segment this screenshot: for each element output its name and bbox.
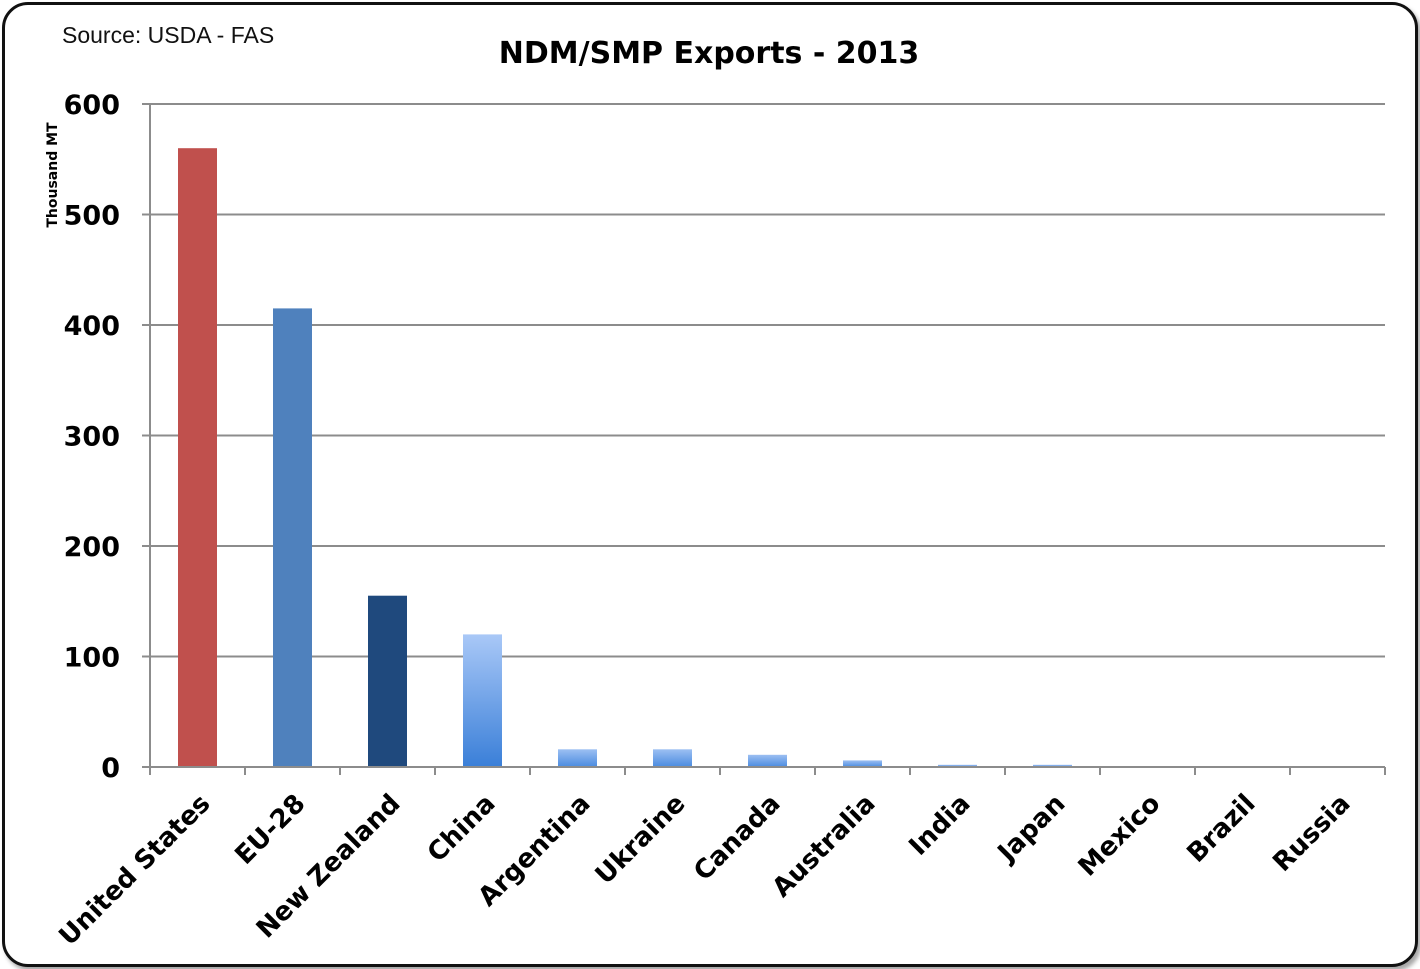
bar-eu-28 xyxy=(273,308,312,767)
x-tick-label: EU-28 xyxy=(230,789,312,871)
source-note: Source: USDA - FAS xyxy=(62,22,275,48)
x-tick-label: United States xyxy=(53,789,216,952)
bar-new-zealand xyxy=(368,595,407,767)
bar-japan xyxy=(1033,764,1072,767)
bar-china xyxy=(463,634,502,767)
x-tick-label: Australia xyxy=(767,789,882,904)
x-tick-label: Ukraine xyxy=(590,789,692,891)
axes xyxy=(149,104,1386,775)
y-axis-label: Thousand MT xyxy=(45,122,61,228)
y-tick-label: 400 xyxy=(64,311,120,342)
y-tick-label: 600 xyxy=(64,90,120,121)
y-tick-label: 500 xyxy=(64,201,120,232)
y-tick-label: 300 xyxy=(64,422,120,453)
x-tick-label: Russia xyxy=(1267,789,1356,878)
bar-canada xyxy=(748,754,787,767)
x-tick-label: Japan xyxy=(991,789,1072,870)
chart-title: NDM/SMP Exports - 2013 xyxy=(499,36,919,71)
x-tick-label: Brazil xyxy=(1181,789,1261,869)
x-tick-label: Mexico xyxy=(1073,789,1167,883)
gridlines xyxy=(142,103,1385,768)
bar-argentina xyxy=(558,749,597,767)
y-tick-label: 100 xyxy=(64,643,120,674)
x-tick-label: India xyxy=(903,789,976,862)
y-tick-label: 0 xyxy=(101,753,120,784)
bar-ukraine xyxy=(653,749,692,767)
bars xyxy=(178,148,1072,767)
bar-india xyxy=(938,764,977,767)
x-tick-label: China xyxy=(422,789,502,869)
y-tick-labels: 0 100 200 300 400 500 600 xyxy=(64,90,120,784)
bar-australia xyxy=(843,760,882,767)
y-tick-label: 200 xyxy=(64,532,120,563)
x-tick-label: Canada xyxy=(688,789,786,887)
bar-united-states xyxy=(178,148,217,767)
